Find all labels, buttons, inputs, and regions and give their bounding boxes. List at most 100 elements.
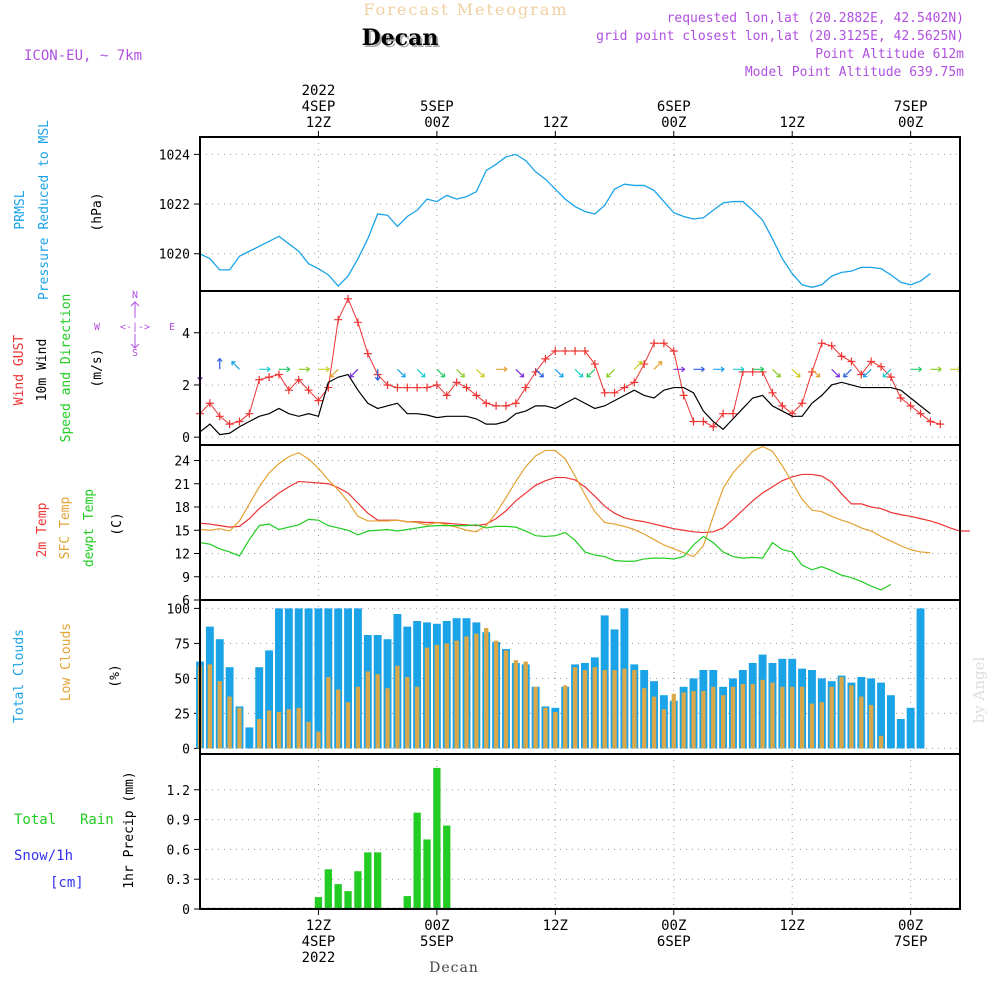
wind-direction-arrow: [456, 368, 465, 378]
wind-direction-arrow: [216, 357, 223, 370]
wind-direction-arrow: [374, 369, 381, 381]
low-cloud-bar: [424, 647, 430, 749]
gust-marker: [847, 357, 856, 366]
low-cloud-bar: [602, 670, 607, 749]
temp-unit: (C): [110, 512, 125, 535]
low-cloud-bar: [622, 668, 627, 749]
panel-frame: [199, 753, 961, 910]
gust-marker: [620, 383, 629, 392]
low-cloud-bar: [276, 712, 282, 749]
low-cloud-bar: [207, 664, 213, 749]
gust-marker: [492, 401, 501, 410]
gust-marker: [294, 375, 303, 384]
wind-direction-arrow: [732, 366, 745, 373]
temp-label-2: SFC Temp: [58, 497, 73, 560]
total-cloud-bar: [886, 695, 895, 749]
total-cloud-bar: [906, 707, 915, 749]
wind-direction-arrow: [713, 366, 725, 373]
low-cloud-bar: [849, 685, 854, 749]
y-tick-label: 1022: [159, 198, 190, 213]
pressure-label-2: Pressure Reduced to MSL: [37, 120, 52, 300]
wind-labels: Wind GUST 10m Wind Speed and Direction (…: [12, 290, 175, 442]
low-cloud-bar: [355, 686, 361, 749]
gust-marker: [501, 401, 510, 410]
low-cloud-bar: [790, 686, 795, 749]
low-cloud-bar: [503, 650, 509, 749]
low-cloud-bar: [553, 712, 558, 749]
precip-label-cm: [cm]: [50, 875, 84, 891]
gust-marker: [590, 360, 599, 369]
wind-direction-arrow: [772, 368, 781, 378]
gust-marker: [837, 352, 846, 361]
low-cloud-bar: [266, 710, 272, 749]
tsfc-series-line: [199, 445, 931, 558]
wind-direction-arrow: [515, 368, 525, 378]
total-cloud-bar: [344, 608, 352, 749]
gust-marker: [215, 412, 224, 421]
x-tick-label-top: 12Z: [543, 115, 568, 131]
x-tick-label-top: 5SEP: [420, 99, 454, 115]
cloud-unit: (%): [108, 664, 123, 687]
gust-marker: [610, 388, 619, 397]
t2m-series-line: [199, 473, 970, 534]
gust-marker: [314, 396, 323, 405]
y-tick-label: 9: [182, 571, 190, 586]
low-cloud-bar: [484, 628, 489, 749]
location-title-shadow: Decan: [364, 27, 441, 53]
low-cloud-bar: [770, 682, 775, 749]
rain-bar: [374, 852, 382, 909]
low-cloud-bar: [237, 707, 242, 749]
wind-direction-arrow: [535, 368, 544, 378]
wind-direction-arrow: [791, 368, 801, 378]
x-tick-label-bottom: 12Z: [306, 918, 331, 934]
pressure-series-line: [199, 153, 931, 288]
compass-icon: [130, 301, 140, 349]
gust-marker: [748, 367, 757, 376]
low-cloud-bar: [651, 696, 657, 749]
gust-series-line: [199, 297, 941, 428]
low-cloud-bar: [306, 721, 311, 749]
gust-marker: [245, 409, 254, 418]
wind-direction-arrow: [606, 368, 615, 378]
wind-series-line: [199, 373, 931, 436]
low-cloud-bar: [533, 686, 538, 749]
gust-marker: [679, 391, 688, 400]
gust-marker: [689, 417, 698, 426]
gust-marker: [768, 388, 777, 397]
gust-marker: [205, 399, 214, 408]
wind-direction-arrow: [752, 366, 765, 373]
low-cloud-bar: [454, 640, 459, 749]
low-cloud-bar: [661, 709, 667, 749]
location-title: Decan: [362, 25, 439, 51]
wind-direction-arrow: [633, 360, 643, 370]
dewpt-series-line: [199, 518, 892, 591]
y-tick-label: 6: [182, 594, 190, 609]
low-cloud-bar: [839, 677, 844, 749]
y-tick-label: 0.9: [167, 814, 190, 829]
low-cloud-bar: [720, 695, 726, 749]
low-cloud-bar: [572, 667, 578, 749]
footer-location: Decan: [429, 960, 479, 976]
low-cloud-bar: [780, 686, 785, 749]
x-tick-label-top: 12Z: [306, 115, 331, 131]
y-tick-label: 0: [182, 742, 190, 757]
y-tick-label: 18: [174, 501, 190, 516]
x-tick-label-top: 00Z: [661, 115, 686, 131]
low-cloud-bar: [878, 735, 884, 749]
total-cloud-bar: [413, 621, 422, 749]
panel-frame: [199, 136, 961, 292]
gust-marker: [699, 417, 708, 426]
low-cloud-bar: [543, 707, 548, 749]
gust-marker: [511, 399, 520, 408]
low-cloud-bar: [681, 692, 686, 749]
y-tick-label: 15: [174, 524, 190, 539]
low-cloud-bar: [632, 670, 637, 749]
total-cloud-bar: [265, 650, 274, 749]
gust-marker: [255, 375, 264, 384]
total-cloud-bar: [334, 608, 343, 749]
gust-marker: [719, 409, 728, 418]
y-tick-label: 25: [174, 707, 190, 722]
low-cloud-bar: [345, 702, 351, 749]
low-cloud-bar: [859, 696, 864, 749]
